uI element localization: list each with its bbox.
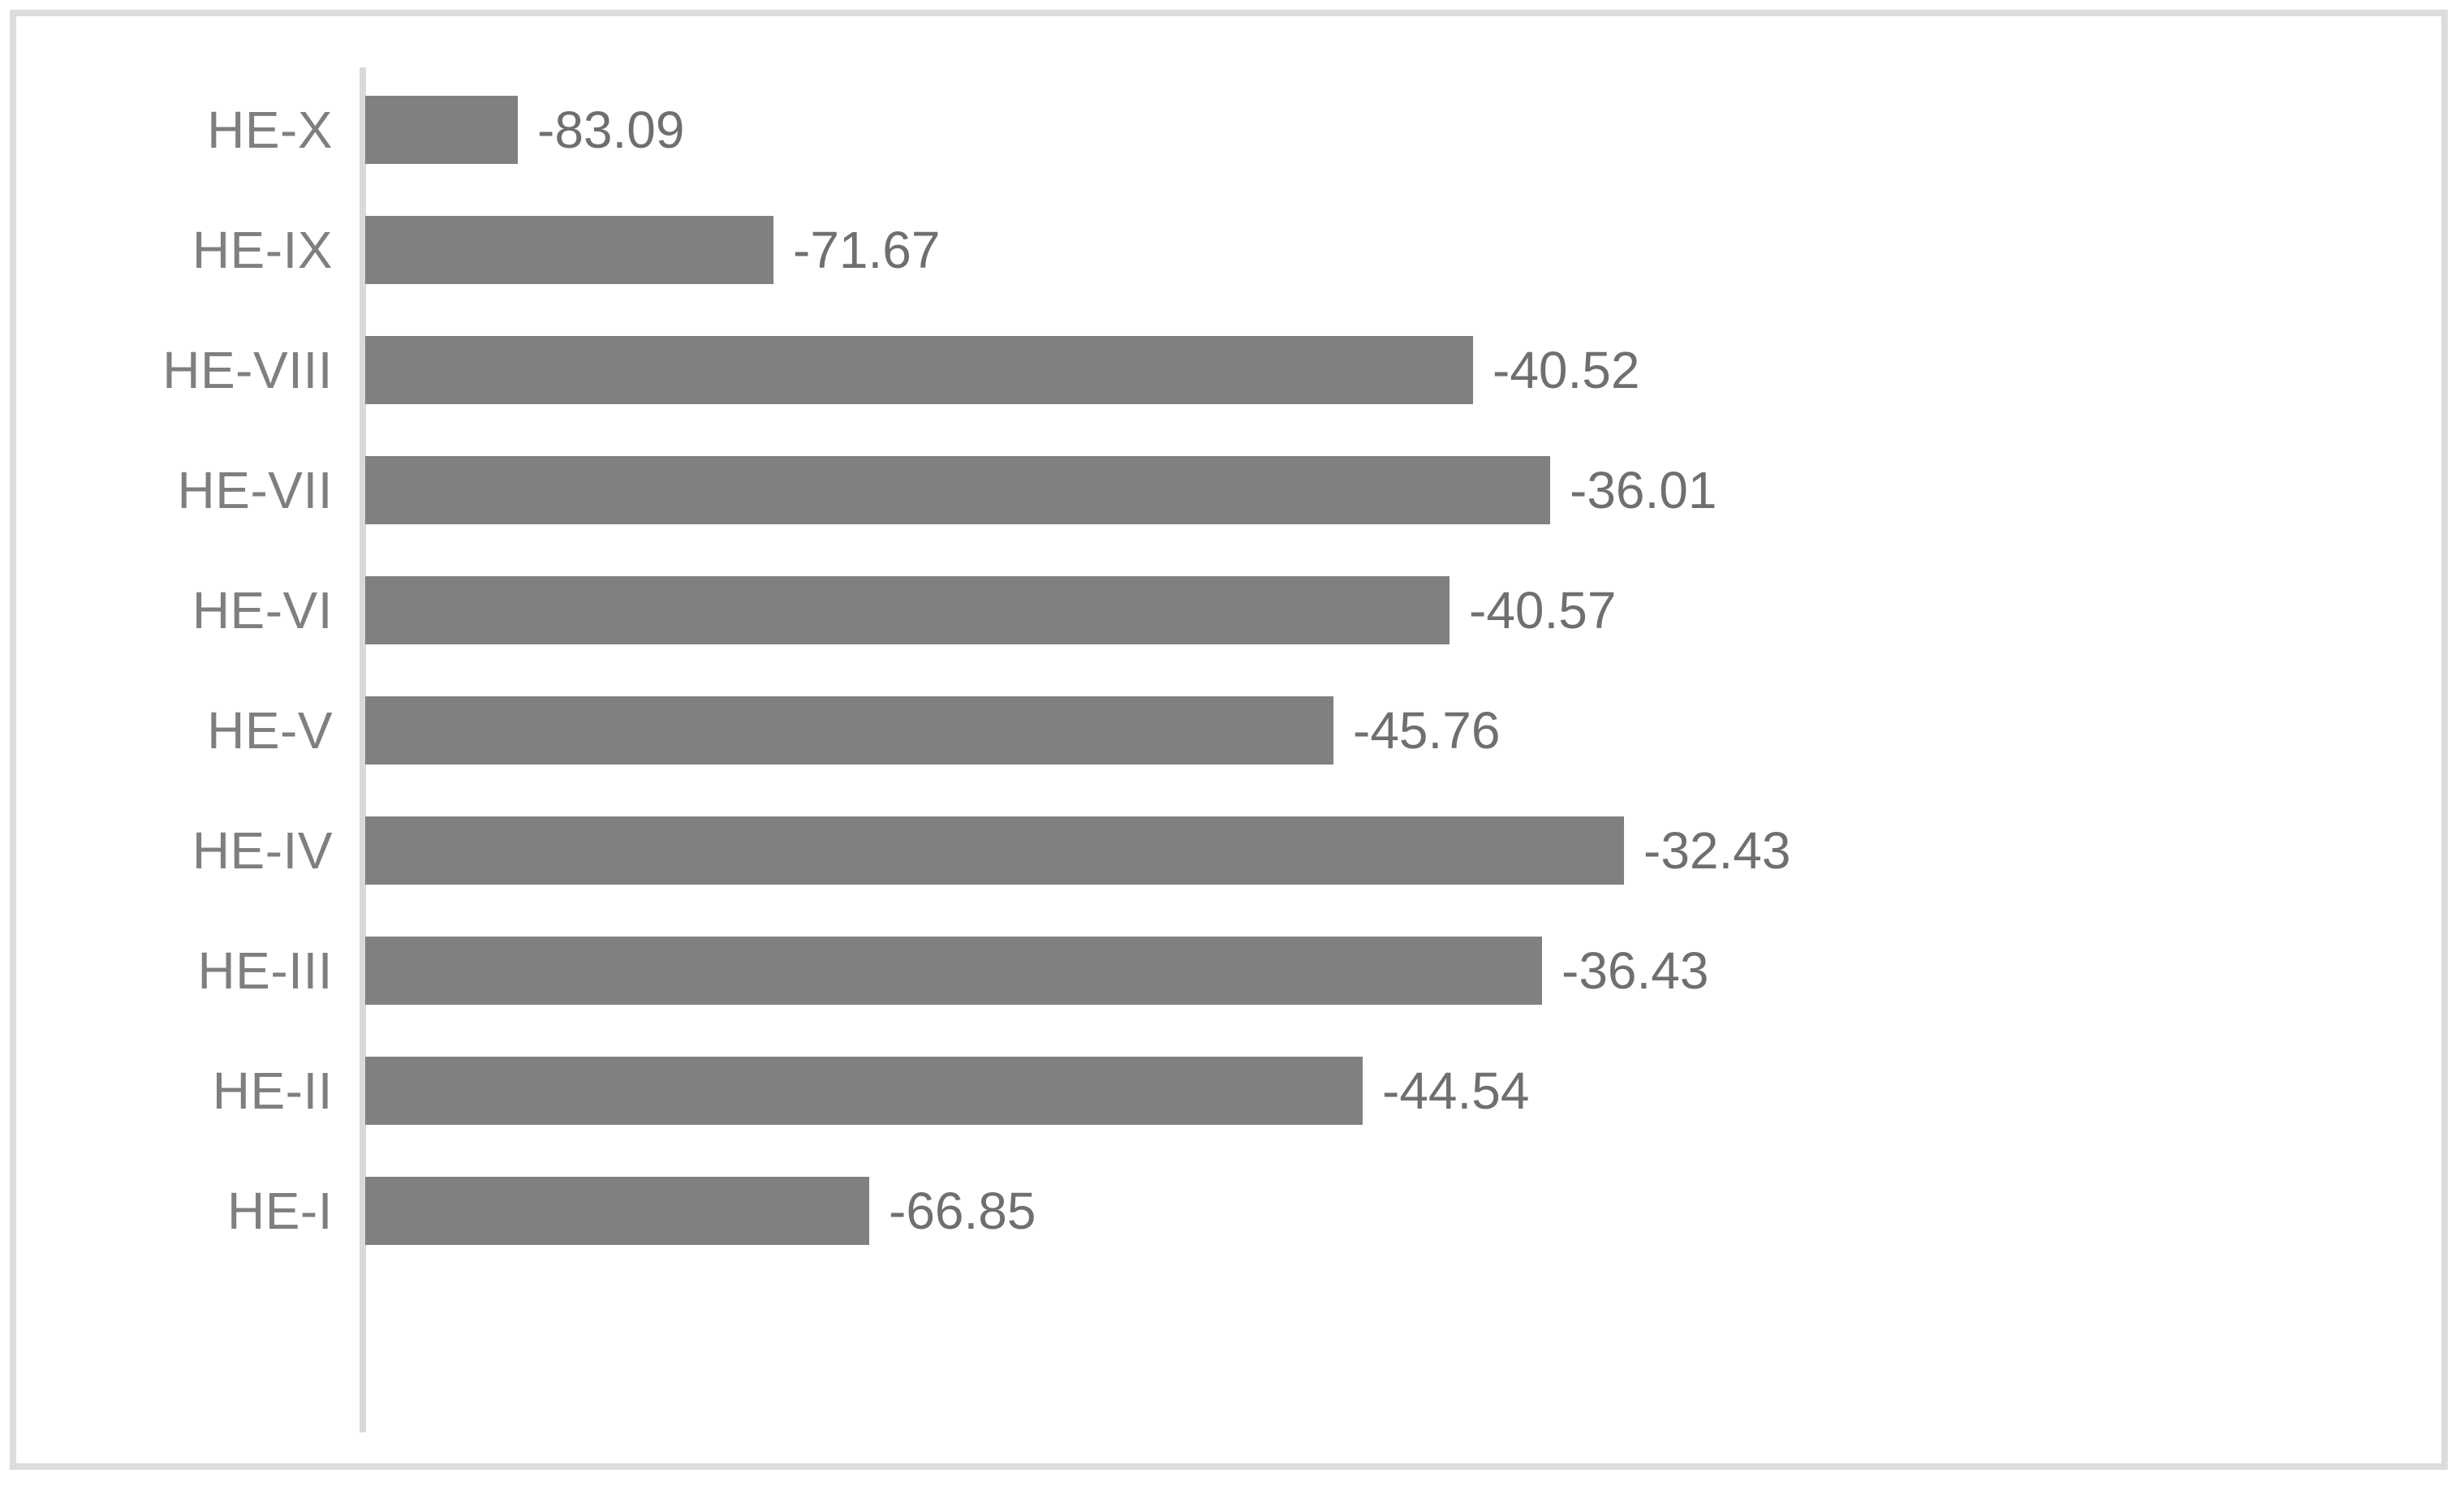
bar[interactable] <box>365 96 518 164</box>
bar-group: -40.57 <box>365 550 1616 670</box>
bar-value-label: -36.01 <box>1570 461 1717 519</box>
bar-value-label: -71.67 <box>793 221 941 279</box>
bar-group: -44.54 <box>365 1031 1529 1151</box>
category-label: HE-V <box>207 701 333 760</box>
bar-row: HE-V -45.76 <box>16 670 2441 790</box>
bar-group: -45.76 <box>365 670 1500 790</box>
bar[interactable] <box>365 216 773 284</box>
category-label: HE-IX <box>192 221 333 279</box>
bar-group: -66.85 <box>365 1151 1036 1271</box>
bar-value-label: -66.85 <box>889 1182 1036 1240</box>
bar-group: -36.43 <box>365 911 1708 1031</box>
bar-row: HE-IV -32.43 <box>16 790 2441 911</box>
bar[interactable] <box>365 1057 1363 1125</box>
bar-row: HE-VII -36.01 <box>16 430 2441 550</box>
bar-group: -71.67 <box>365 190 940 310</box>
bar-row: HE-VI -40.57 <box>16 550 2441 670</box>
bar[interactable] <box>365 696 1333 765</box>
category-label: HE-III <box>197 941 333 1000</box>
bar[interactable] <box>365 937 1542 1005</box>
bar-row: HE-VIII -40.52 <box>16 310 2441 430</box>
bar[interactable] <box>365 576 1450 644</box>
category-label: HE-X <box>207 101 333 159</box>
bar-row: HE-X -83.09 <box>16 70 2441 190</box>
bar-group: -36.01 <box>365 430 1717 550</box>
bar-value-label: -40.52 <box>1493 341 1640 399</box>
bar[interactable] <box>365 336 1473 404</box>
category-label: HE-II <box>212 1062 333 1120</box>
bar-row: HE-III -36.43 <box>16 911 2441 1031</box>
category-label: HE-VII <box>177 461 333 519</box>
category-label: HE-VIII <box>162 341 333 399</box>
category-label: HE-VI <box>192 581 333 640</box>
bar-group: -32.43 <box>365 790 1790 911</box>
bar-value-label: -36.43 <box>1562 941 1709 1000</box>
plot-area: HE-X -83.09 HE-IX -71.67 HE-VIII -40.52 HE-VII… <box>16 16 2441 1463</box>
bar-value-label: -44.54 <box>1382 1062 1530 1120</box>
bar[interactable] <box>365 1177 869 1245</box>
bar[interactable] <box>365 816 1624 885</box>
bar-value-label: -32.43 <box>1643 821 1791 880</box>
bar-value-label: -40.57 <box>1469 581 1617 640</box>
bar-row: HE-I -66.85 <box>16 1151 2441 1271</box>
chart-card: HE-X -83.09 HE-IX -71.67 HE-VIII -40.52 HE-VII… <box>10 10 2448 1470</box>
category-label: HE-I <box>227 1182 333 1240</box>
category-label: HE-IV <box>192 821 333 880</box>
bar-group: -40.52 <box>365 310 1639 430</box>
value-axis-line <box>360 67 366 1432</box>
bar-row: HE-IX -71.67 <box>16 190 2441 310</box>
bar-value-label: -83.09 <box>537 101 685 159</box>
bar-row: HE-II -44.54 <box>16 1031 2441 1151</box>
bar-value-label: -45.76 <box>1353 701 1501 760</box>
bar[interactable] <box>365 456 1550 524</box>
bar-group: -83.09 <box>365 70 684 190</box>
